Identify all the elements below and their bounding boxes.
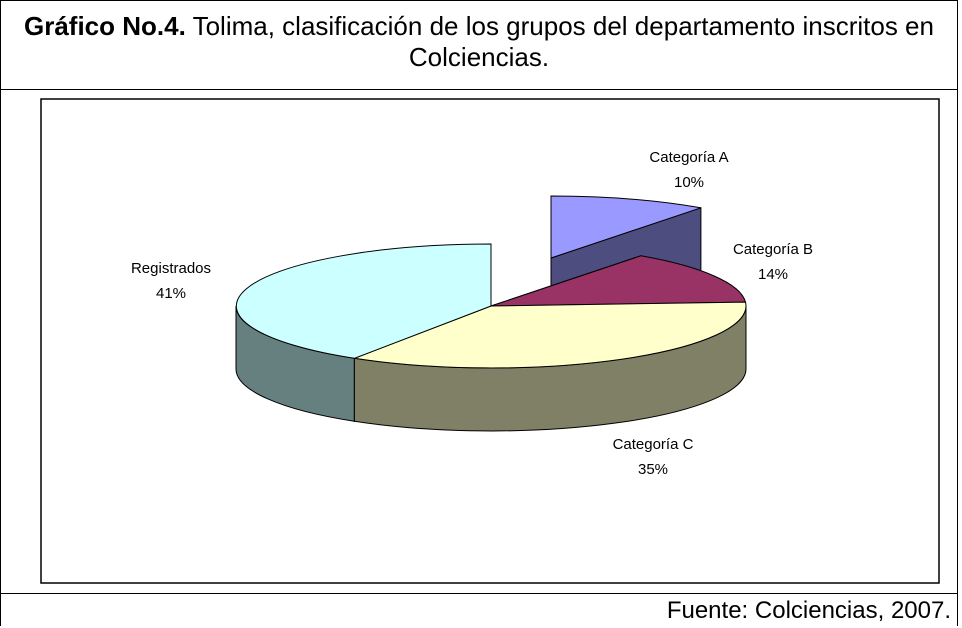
slice-top: [235, 243, 492, 359]
slice-top: [550, 195, 702, 259]
source-row: Fuente: Colciencias, 2007.: [1, 593, 957, 627]
slice-label: Categoría B: [733, 241, 813, 258]
slice-top: [352, 301, 747, 369]
slice-top: [490, 255, 747, 307]
slice-label: Registrados: [131, 260, 211, 277]
chart: Categoría A 10% Categoría B 14% Categoría C 3…: [40, 98, 940, 584]
slice-value-label: 41%: [156, 285, 186, 302]
slice-value-label: 35%: [638, 461, 668, 478]
chart-title: Tolima, clasificación de los grupos del …: [192, 11, 934, 72]
slice-label: Categoría C: [613, 436, 694, 453]
title-row: Gráfico No.4. Tolima, clasificación de l…: [1, 1, 957, 90]
source: Fuente: Colciencias, 2007.: [666, 597, 951, 624]
slice-label: Categoría A: [649, 149, 728, 166]
slice-value-label: 14%: [758, 266, 788, 283]
title-label: Gráfico No.4.: [24, 11, 186, 41]
slice-value-label: 10%: [674, 174, 704, 191]
